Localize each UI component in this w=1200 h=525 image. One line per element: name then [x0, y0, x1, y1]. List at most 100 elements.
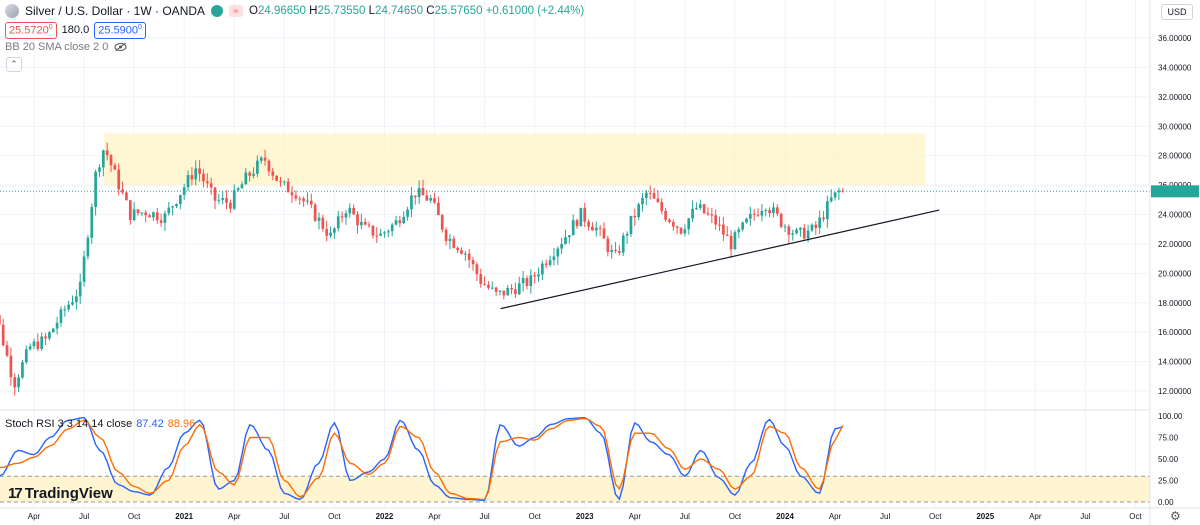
candle-body — [833, 192, 837, 198]
candle-body — [256, 160, 259, 174]
candle-body — [171, 206, 174, 208]
stoch-rsi-legend: Stoch RSI 3 3 14 14 close 87.42 88.96 — [5, 418, 195, 430]
candle-body — [452, 238, 456, 248]
candle-body — [63, 309, 67, 311]
chevron-up-icon[interactable]: ⌃ — [6, 57, 22, 72]
candle-body — [421, 187, 425, 196]
candle-body — [637, 204, 640, 218]
indicator-label[interactable]: BB 20 SMA close 2 0 — [5, 41, 109, 53]
candle-body — [799, 227, 802, 230]
time-tick-label: Jul — [1080, 512, 1090, 521]
candle-body — [282, 181, 286, 183]
candle-body — [641, 197, 644, 205]
time-tick-label: Jul — [479, 512, 489, 521]
candle-body — [313, 204, 317, 221]
candle-body — [733, 232, 737, 250]
candle-body — [710, 214, 714, 216]
candle-body — [837, 190, 841, 193]
candle-body — [78, 281, 82, 297]
candle-body — [271, 171, 275, 176]
stoch-d-value: 88.96 — [167, 418, 196, 430]
candle-body — [90, 206, 94, 238]
candle-body — [24, 349, 28, 363]
candle-body — [683, 229, 687, 234]
candle-body — [671, 222, 675, 227]
candle-body — [363, 221, 367, 225]
candle-body — [760, 211, 764, 216]
gear-icon[interactable]: ⚙ — [1170, 509, 1181, 523]
candle-body — [425, 195, 429, 201]
candle-body — [240, 184, 244, 189]
candle-body — [722, 224, 725, 235]
symbol-title[interactable]: Silver / U.S. Dollar · 1W · OANDA — [25, 4, 206, 18]
candle-body — [660, 202, 664, 211]
time-tick-label: Oct — [929, 512, 942, 521]
osc-tick-label: 50.00 — [1158, 455, 1179, 464]
candle-body — [36, 341, 40, 349]
osc-tick-label: 25.00 — [1158, 477, 1179, 486]
price-tick-label: 16.00000 — [1158, 328, 1192, 337]
candle-body — [232, 190, 236, 209]
candle-body — [144, 212, 148, 216]
candle-body — [9, 355, 13, 378]
stoch-k-line — [0, 416, 843, 502]
candle-body — [128, 200, 132, 221]
candle-body — [648, 192, 652, 194]
spread-value: 180.0 — [61, 24, 90, 37]
buy-button[interactable]: 25.59000 — [94, 22, 146, 39]
candle-body — [552, 256, 556, 261]
candle-body — [32, 341, 36, 347]
candle-body — [394, 220, 398, 225]
tradingview-logo[interactable]: 17 TradingView — [8, 485, 113, 502]
candle-body — [725, 234, 729, 236]
stoch-rsi-label[interactable]: Stoch RSI 3 3 14 14 close — [5, 418, 133, 430]
candle-body — [413, 195, 417, 198]
candle-body — [386, 231, 390, 233]
candle-body — [587, 221, 590, 227]
candle-body — [13, 377, 17, 388]
hidden-eye-icon[interactable] — [114, 42, 127, 52]
candle-body — [621, 235, 625, 253]
candle-body — [506, 287, 510, 296]
last-price-tag — [1151, 185, 1199, 198]
candle-body — [687, 218, 691, 230]
time-tick-label: Apr — [1029, 512, 1042, 521]
price-tick-label: 12.00000 — [1158, 387, 1192, 396]
candle-body — [548, 260, 552, 265]
candle-body — [406, 209, 409, 217]
candle-body — [325, 228, 329, 236]
candle-body — [787, 226, 791, 235]
candle-body — [752, 213, 756, 215]
currency-button[interactable]: USD — [1161, 4, 1193, 20]
candle-body — [5, 345, 9, 356]
candle-body — [783, 226, 787, 228]
candle-body — [179, 195, 182, 204]
candle-body — [348, 207, 352, 214]
candle-body — [564, 237, 567, 244]
candle-body — [302, 198, 305, 202]
candle-body — [86, 237, 90, 257]
candle-body — [59, 309, 63, 323]
candle-body — [333, 228, 336, 233]
candle-body — [44, 336, 47, 339]
candle-body — [340, 216, 344, 218]
candle-body — [136, 209, 140, 214]
candle-body — [791, 233, 795, 235]
price-tick-label: 20.00000 — [1158, 269, 1192, 278]
candle-body — [571, 220, 575, 236]
candle-body — [463, 253, 467, 255]
candle-body — [795, 229, 798, 234]
candle-body — [205, 181, 209, 184]
candle-body — [229, 202, 232, 209]
candle-body — [244, 172, 248, 185]
candle-body — [252, 173, 255, 176]
time-tick-label: Apr — [28, 512, 41, 521]
sell-button[interactable]: 25.57200 — [5, 22, 57, 39]
candle-body — [209, 183, 213, 188]
candle-body — [306, 200, 309, 202]
time-tick-label: Apr — [428, 512, 441, 521]
candle-body — [140, 212, 144, 214]
candle-body — [0, 315, 1, 325]
candle-body — [483, 283, 486, 285]
